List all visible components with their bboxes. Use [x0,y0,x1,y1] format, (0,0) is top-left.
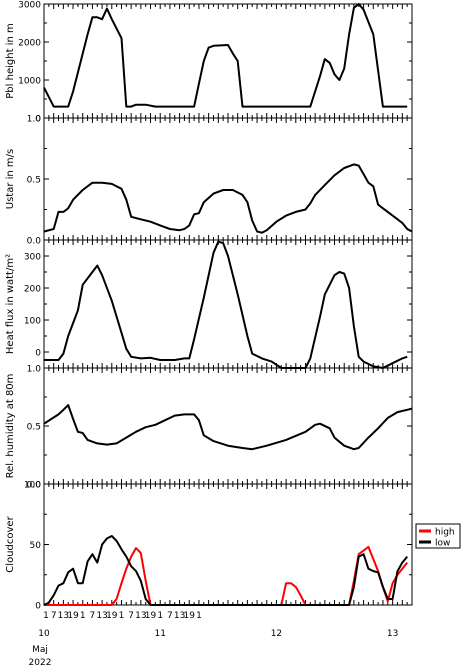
x-tick-label: 13 [58,611,69,621]
y-tick-label: 0.5 [27,423,41,433]
y-tick-label: 0.5 [27,176,41,186]
legend-label-high: high [435,528,455,538]
y-axis-label: Pbl height in m [5,23,16,98]
x-tick-label: 1 [43,611,49,621]
y-axis-label: Rel. humidity at 80m [5,374,16,479]
date-label: 12 [271,629,282,639]
x-tick-label: 13 [135,611,146,621]
x-tick-label: 19 [184,611,196,621]
x-tick-label: 1 [80,611,86,621]
y-tick-label: 2000 [18,39,41,49]
panel-frame-0 [43,3,413,119]
y-tick-label: 3000 [18,1,41,11]
x-tick-label: 1 [119,611,125,621]
date-label: 11 [154,629,165,639]
series-line-panel-1 [43,163,413,234]
x-tick-label: 7 [167,611,173,621]
y-tick-label: 1.0 [27,115,42,125]
panel-frame-3 [43,367,413,485]
year-label: 2022 [29,658,52,666]
x-tick-label: 1 [157,611,163,621]
legend-box [415,523,461,549]
x-tick-label: 1 [196,611,202,621]
y-axis-label: Cloudcover [5,515,16,572]
panel-frame-4 [43,483,413,606]
y-axis-label: Ustar in m/s [5,149,16,209]
x-tick-label: 7 [51,611,57,621]
x-tick-label: 19 [67,611,79,621]
x-tick-label: 13 [96,611,107,621]
y-tick-label: 1.0 [27,365,42,375]
y-tick-label: 100 [24,481,41,491]
y-tick-label: 0 [35,115,41,125]
y-tick-label: 0 [35,602,41,612]
date-label: 10 [38,629,50,639]
x-tick-label: 7 [90,611,96,621]
series-line-low [43,535,408,606]
month-label: Maj [32,645,48,655]
series-line-panel-0 [43,3,408,108]
date-label: 13 [387,629,398,639]
x-tick-label: 13 [174,611,185,621]
y-tick-label: 0.0 [27,481,42,491]
y-tick-label: 100 [24,317,41,327]
series-line-panel-3 [43,404,413,451]
series-line-panel-2 [44,240,408,369]
x-tick-label: 19 [106,611,118,621]
y-tick-label: 1000 [18,77,41,87]
y-tick-label: 300 [24,253,41,263]
x-tick-label: 19 [145,611,157,621]
x-tick-label: 7 [128,611,134,621]
y-axis-label: Heat flux in watt/m² [5,254,16,354]
y-tick-label: 0 [35,349,41,359]
y-tick-label: 200 [24,285,41,295]
y-tick-label: 50 [30,541,42,551]
legend-label-low: low [435,539,450,549]
panel-frame-1 [43,117,413,241]
y-tick-label: 0.0 [27,237,42,247]
